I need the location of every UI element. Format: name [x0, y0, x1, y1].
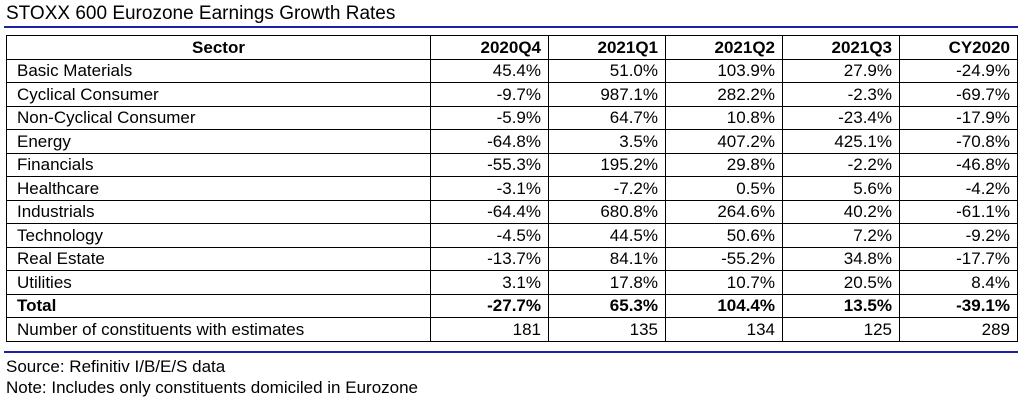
value-cell: -5.9% — [430, 105, 549, 130]
sector-name-cell: Healthcare — [6, 176, 431, 201]
sector-name-cell: Basic Materials — [6, 58, 431, 83]
constituents-row: Number of constituents with estimates 181… — [6, 317, 1018, 342]
value-cell: 407.2% — [665, 129, 783, 154]
value-cell: -46.8% — [899, 152, 1018, 177]
table-title: STOXX 600 Eurozone Earnings Growth Rates — [6, 3, 396, 24]
sector-name-cell: Real Estate — [6, 246, 431, 271]
table-row: Healthcare -3.1% -7.2% 0.5% 5.6% -4.2% — [6, 176, 1018, 201]
value-cell: 27.9% — [782, 58, 900, 83]
value-cell: -55.2% — [665, 246, 783, 271]
table-row: Basic Materials 45.4% 51.0% 103.9% 27.9% -24.… — [6, 58, 1018, 83]
table-row: Energy -64.8% 3.5% 407.2% 425.1% -70.8% — [6, 129, 1018, 154]
value-cell: -69.7% — [899, 82, 1018, 107]
total-row: Total -27.7% 65.3% 104.4% 13.5% -39.1% — [6, 293, 1018, 318]
value-cell: 50.6% — [665, 223, 783, 248]
domicile-note: Note: Includes only constituents domicil… — [6, 378, 419, 397]
sector-name-cell: Energy — [6, 129, 431, 154]
value-cell: 84.1% — [548, 246, 666, 271]
value-cell: -4.5% — [430, 223, 549, 248]
value-cell: 13.5% — [782, 293, 900, 318]
earnings-growth-table: Sector 2020Q4 2021Q1 2021Q2 2021Q3 CY202… — [6, 35, 1018, 342]
table-row: Industrials -64.4% 680.8% 264.6% 40.2% -61.1% — [6, 199, 1018, 224]
table-row: Financials -55.3% 195.2% 29.8% -2.2% -46.8% — [6, 152, 1018, 177]
value-cell: -17.7% — [899, 246, 1018, 271]
value-cell: 987.1% — [548, 82, 666, 107]
value-cell: 103.9% — [665, 58, 783, 83]
value-cell: 134 — [665, 317, 783, 342]
value-cell: 104.4% — [665, 293, 783, 318]
value-cell: 264.6% — [665, 199, 783, 224]
value-cell: 34.8% — [782, 246, 900, 271]
value-cell: 195.2% — [548, 152, 666, 177]
value-cell: -61.1% — [899, 199, 1018, 224]
value-cell: 51.0% — [548, 58, 666, 83]
value-cell: 680.8% — [548, 199, 666, 224]
column-header: 2020Q4 — [430, 35, 549, 60]
column-header: 2021Q2 — [665, 35, 783, 60]
value-cell: -64.4% — [430, 199, 549, 224]
value-cell: -64.8% — [430, 129, 549, 154]
value-cell: -23.4% — [782, 105, 900, 130]
value-cell: 0.5% — [665, 176, 783, 201]
table-row: Real Estate -13.7% 84.1% -55.2% 34.8% -17.7% — [6, 246, 1018, 271]
column-header: CY2020 — [899, 35, 1018, 60]
value-cell: 425.1% — [782, 129, 900, 154]
table-row: Utilities 3.1% 17.8% 10.7% 20.5% 8.4% — [6, 270, 1018, 295]
value-cell: -9.7% — [430, 82, 549, 107]
value-cell: -55.3% — [430, 152, 549, 177]
value-cell: -7.2% — [548, 176, 666, 201]
value-cell: 282.2% — [665, 82, 783, 107]
value-cell: 125 — [782, 317, 900, 342]
value-cell: 17.8% — [548, 270, 666, 295]
value-cell: -27.7% — [430, 293, 549, 318]
value-cell: -9.2% — [899, 223, 1018, 248]
value-cell: 135 — [548, 317, 666, 342]
value-cell: 7.2% — [782, 223, 900, 248]
value-cell: -39.1% — [899, 293, 1018, 318]
value-cell: 65.3% — [548, 293, 666, 318]
value-cell: 8.4% — [899, 270, 1018, 295]
value-cell: -4.2% — [899, 176, 1018, 201]
sector-name-cell: Non-Cyclical Consumer — [6, 105, 431, 130]
value-cell: -70.8% — [899, 129, 1018, 154]
value-cell: 40.2% — [782, 199, 900, 224]
value-cell: 181 — [430, 317, 549, 342]
column-header-sector: Sector — [6, 35, 431, 60]
column-header: 2021Q3 — [782, 35, 900, 60]
value-cell: -17.9% — [899, 105, 1018, 130]
value-cell: 29.8% — [665, 152, 783, 177]
value-cell: 44.5% — [548, 223, 666, 248]
value-cell: 3.5% — [548, 129, 666, 154]
value-cell: 10.8% — [665, 105, 783, 130]
value-cell: 45.4% — [430, 58, 549, 83]
header-row: Sector 2020Q4 2021Q1 2021Q2 2021Q3 CY202… — [6, 35, 1018, 60]
sector-name-cell: Financials — [6, 152, 431, 177]
value-cell: 5.6% — [782, 176, 900, 201]
table-row: Technology -4.5% 44.5% 50.6% 7.2% -9.2% — [6, 223, 1018, 248]
value-cell: 3.1% — [430, 270, 549, 295]
value-cell: -2.2% — [782, 152, 900, 177]
value-cell: -3.1% — [430, 176, 549, 201]
sector-name-cell: Technology — [6, 223, 431, 248]
table-row: Cyclical Consumer -9.7% 987.1% 282.2% -2.3% -… — [6, 82, 1018, 107]
bottom-divider — [4, 351, 1018, 353]
value-cell: 20.5% — [782, 270, 900, 295]
sector-name-cell: Utilities — [6, 270, 431, 295]
sector-name-cell: Industrials — [6, 199, 431, 224]
sector-name-cell: Cyclical Consumer — [6, 82, 431, 107]
value-cell: -13.7% — [430, 246, 549, 271]
top-divider — [4, 26, 1018, 28]
column-header: 2021Q1 — [548, 35, 666, 60]
value-cell: 64.7% — [548, 105, 666, 130]
value-cell: 289 — [899, 317, 1018, 342]
value-cell: -2.3% — [782, 82, 900, 107]
value-cell: 10.7% — [665, 270, 783, 295]
source-note: Source: Refinitiv I/B/E/S data — [6, 357, 226, 376]
table-row: Non-Cyclical Consumer -5.9% 64.7% 10.8% -23.… — [6, 105, 1018, 130]
value-cell: -24.9% — [899, 58, 1018, 83]
sector-name-cell: Total — [6, 293, 431, 318]
sector-name-cell: Number of constituents with estimates — [6, 317, 431, 342]
